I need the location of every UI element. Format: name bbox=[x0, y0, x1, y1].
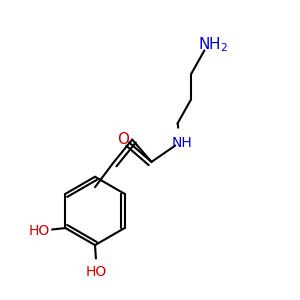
Text: NH$_2$: NH$_2$ bbox=[198, 36, 228, 54]
Text: HO: HO bbox=[28, 224, 50, 238]
Text: HO: HO bbox=[86, 265, 107, 279]
Text: O: O bbox=[117, 132, 129, 147]
Text: NH: NH bbox=[171, 136, 192, 150]
